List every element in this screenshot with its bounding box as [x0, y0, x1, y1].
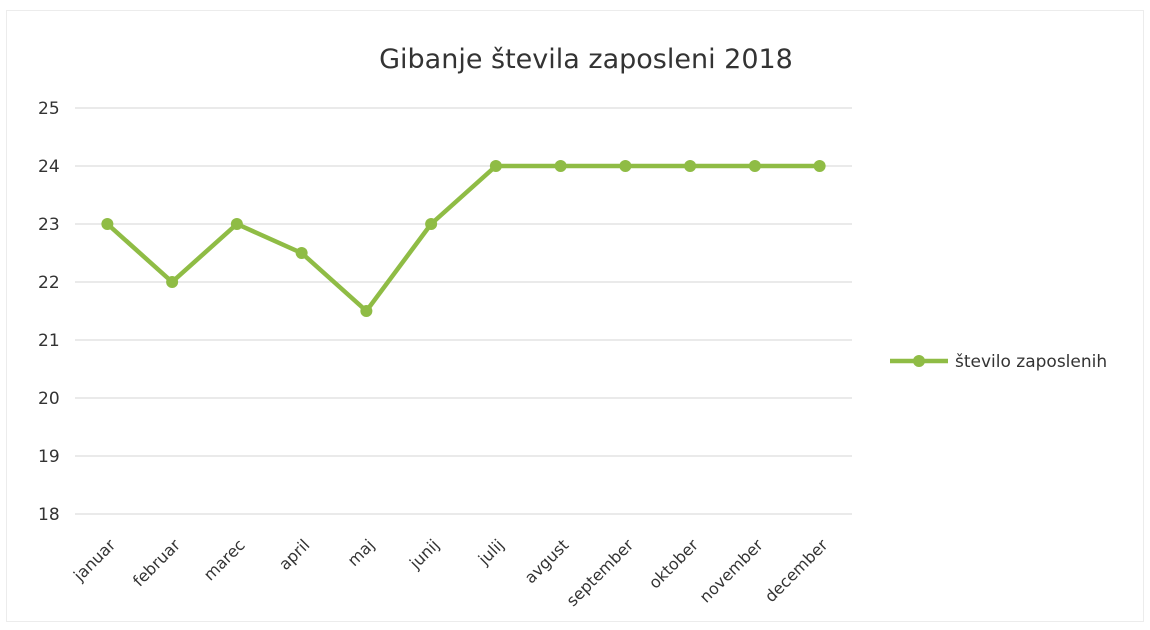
data-point: [360, 305, 373, 317]
y-axis-ticks: 25 24 23 22 21 20 19 18: [38, 99, 60, 525]
data-point: [425, 218, 438, 230]
x-tick-label: julij: [474, 535, 508, 569]
x-tick-label: februar: [129, 535, 184, 590]
legend-point-marker: [913, 355, 925, 367]
data-point: [295, 247, 308, 259]
data-point: [166, 276, 179, 288]
legend: število zaposlenih: [890, 352, 1107, 372]
y-tick-label: 21: [38, 331, 60, 351]
data-point: [101, 218, 114, 230]
y-tick-label: 24: [38, 157, 60, 177]
x-tick-label: september: [563, 535, 638, 610]
legend-label: število zaposlenih: [955, 352, 1107, 372]
x-tick-label: oktober: [645, 535, 702, 592]
series-layer: [101, 160, 826, 317]
data-point: [230, 218, 243, 230]
y-tick-label: 20: [38, 389, 60, 409]
x-tick-label: november: [696, 535, 767, 606]
data-point: [489, 160, 502, 172]
x-tick-label: april: [275, 535, 313, 573]
x-tick-label: avgust: [521, 535, 573, 587]
chart-title: Gibanje števila zaposleni 2018: [379, 44, 793, 75]
y-tick-label: 23: [38, 215, 60, 235]
chart-frame: [6, 10, 1144, 622]
y-tick-label: 25: [38, 99, 60, 119]
data-point: [748, 160, 761, 172]
x-tick-label: junij: [405, 535, 443, 573]
data-point: [684, 160, 697, 172]
x-tick-label: marec: [200, 535, 249, 584]
x-tick-label: januar: [69, 535, 119, 585]
y-tick-label: 18: [38, 505, 60, 525]
y-tick-label: 22: [38, 273, 60, 293]
series-line: [105, 163, 822, 314]
data-point: [619, 160, 632, 172]
x-axis-ticks: januar februar marec april maj junij julij avgu…: [69, 535, 832, 610]
x-tick-label: maj: [344, 535, 379, 570]
data-point: [554, 160, 567, 172]
grid-lines: [75, 107, 852, 515]
data-point: [813, 160, 826, 172]
y-tick-label: 19: [38, 447, 60, 467]
x-tick-label: december: [761, 535, 832, 606]
